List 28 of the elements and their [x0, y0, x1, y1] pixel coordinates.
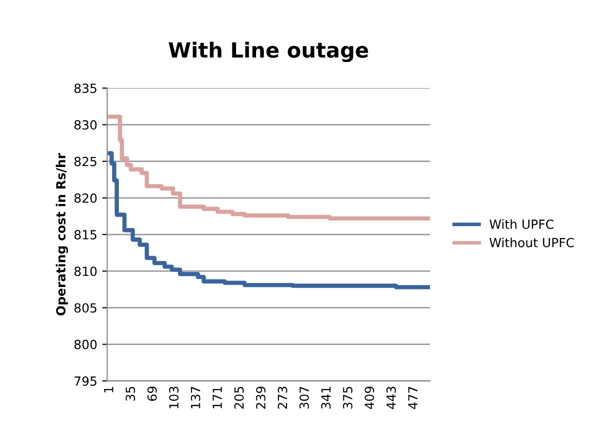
x-tick-label: 171 — [212, 386, 222, 408]
x-tick-label: 409 — [364, 386, 374, 410]
y-tick-label: 795 — [74, 376, 96, 386]
legend-label: With UPFC — [490, 219, 554, 229]
y-tick-label: 800 — [74, 340, 97, 350]
y-tick-label: 815 — [74, 230, 96, 240]
x-tick-label: 1 — [104, 386, 114, 392]
y-tick-label: 825 — [74, 156, 96, 166]
y-axis-title: Operating cost in Rs/hr — [56, 152, 68, 316]
x-tick-label: 35 — [126, 386, 136, 401]
x-tick-label: 375 — [342, 386, 352, 409]
y-tick-label: 835 — [74, 84, 96, 94]
x-tick-label: 205 — [234, 386, 244, 409]
x-tick-label: 239 — [256, 386, 266, 409]
chart-title: With Line outage — [168, 42, 368, 62]
y-tick-label: 805 — [74, 303, 96, 313]
x-tick-label: 137 — [190, 386, 200, 408]
legend-label: Without UPFC — [490, 238, 574, 248]
y-tick-label: 830 — [74, 120, 97, 130]
x-tick-label: 341 — [321, 386, 331, 409]
x-tick-label: 103 — [169, 386, 179, 408]
x-tick-label: 307 — [299, 386, 309, 409]
x-tick-label: 69 — [147, 386, 157, 401]
x-tick-label: 477 — [408, 386, 418, 410]
y-tick-label: 820 — [74, 193, 97, 203]
x-tick-label: 273 — [278, 386, 288, 409]
x-tick-label: 443 — [386, 386, 396, 410]
y-tick-label: 810 — [74, 266, 97, 276]
